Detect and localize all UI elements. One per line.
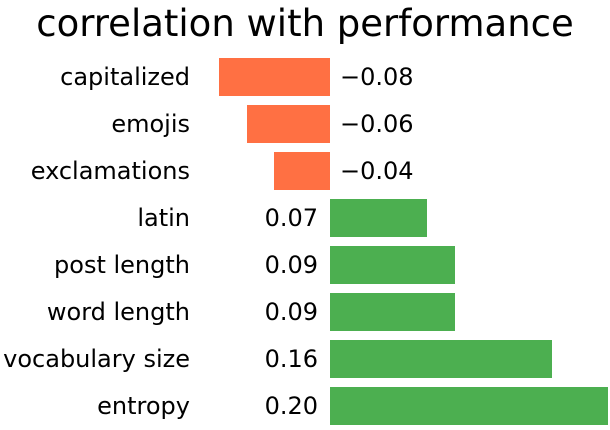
chart-row: capitalized −0.08: [0, 54, 610, 101]
chart-row: post length 0.09: [0, 242, 610, 289]
category-label: exclamations: [30, 157, 190, 185]
chart-row: exclamations −0.04: [0, 148, 610, 195]
chart-row: latin 0.07: [0, 195, 610, 242]
category-label: capitalized: [60, 63, 190, 91]
negative-bar: [247, 105, 330, 143]
value-label: 0.09: [264, 251, 318, 279]
value-label: −0.04: [340, 157, 414, 185]
chart-row: word length 0.09: [0, 289, 610, 336]
chart-title: correlation with performance: [36, 2, 574, 45]
positive-bar: [330, 387, 608, 425]
chart-row: vocabulary size 0.16: [0, 336, 610, 383]
value-label: −0.08: [340, 63, 414, 91]
positive-bar: [330, 199, 427, 237]
positive-bar: [330, 340, 552, 378]
value-label: 0.09: [264, 298, 318, 326]
category-label: latin: [137, 204, 190, 232]
value-label: 0.20: [264, 392, 318, 420]
chart-row: entropy 0.20: [0, 383, 610, 430]
value-label: −0.06: [340, 110, 414, 138]
category-label: post length: [54, 251, 190, 279]
negative-bar: [274, 152, 330, 190]
positive-bar: [330, 246, 455, 284]
chart-row: emojis −0.06: [0, 101, 610, 148]
category-label: emojis: [111, 110, 190, 138]
value-label: 0.07: [264, 204, 318, 232]
chart-rows: capitalized −0.08 emojis −0.06 exclamations −…: [0, 54, 610, 430]
value-label: 0.16: [264, 345, 318, 373]
category-label: entropy: [97, 392, 190, 420]
category-label: word length: [46, 298, 190, 326]
negative-bar: [219, 58, 330, 96]
positive-bar: [330, 293, 455, 331]
category-label: vocabulary size: [3, 345, 190, 373]
